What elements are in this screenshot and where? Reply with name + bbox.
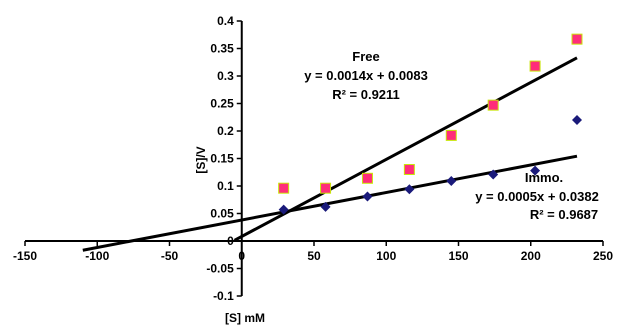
y-tick-label: 0.2 (217, 124, 234, 138)
data-markers (278, 33, 583, 215)
trendlines (82, 56, 578, 252)
x-axis-title: [S] mM (225, 311, 265, 325)
labels: [S] mM [S]/V Free y = 0.0014x + 0.0083 R… (194, 49, 599, 325)
data-point-free (529, 60, 541, 72)
y-tick-label: 0.3 (217, 69, 234, 83)
data-point-free (571, 33, 583, 45)
x-tick-label: -50 (161, 249, 179, 263)
y-tick-label: 0.35 (210, 42, 234, 56)
x-tick-label: 150 (448, 249, 468, 263)
data-point-free (445, 129, 457, 141)
y-tick-label: 0.15 (210, 152, 234, 166)
x-tick-label: 0 (238, 249, 245, 263)
data-point-immo (278, 204, 289, 215)
data-point-free (361, 172, 373, 184)
y-axis-title: [S]/V (194, 146, 208, 173)
x-tick-label: -150 (13, 249, 37, 263)
data-point-free (320, 182, 332, 194)
y-tick-label: 0.1 (217, 179, 234, 193)
x-tick-label: -100 (85, 249, 109, 263)
y-tick-label: 0 (227, 234, 234, 248)
x-tick-label: 100 (376, 249, 396, 263)
y-tick-label: 0.05 (210, 207, 234, 221)
data-point-immo (404, 184, 415, 195)
axes: -150 -100 -50 0 50 100 150 200 250 -0.1 -0.05 0 0.05… (13, 14, 613, 303)
data-point-immo (488, 169, 499, 180)
data-point-immo (571, 115, 582, 125)
y-tick-label: 0.25 (210, 97, 234, 111)
r-squared-immo: R² = 0.9687 (530, 207, 598, 222)
data-point-free (403, 164, 415, 175)
x-tick-label: 250 (593, 249, 613, 263)
equation-immo: y = 0.0005x + 0.0382 (475, 189, 599, 204)
r-squared-free: R² = 0.9211 (332, 87, 400, 102)
x-tick-label: 50 (307, 249, 321, 263)
data-point-immo (362, 191, 373, 202)
y-tick-label: -0.05 (206, 262, 234, 276)
equation-free: y = 0.0014x + 0.0083 (304, 68, 428, 83)
y-tick-label: -0.1 (213, 289, 234, 303)
data-point-immo (320, 201, 331, 212)
x-tick-label: 200 (521, 249, 541, 263)
data-point-free (487, 99, 499, 111)
data-point-free (278, 182, 290, 194)
data-point-immo (446, 176, 457, 187)
y-tick-label: 0.4 (217, 14, 234, 28)
data-point-immo (530, 165, 541, 176)
series-label-free: Free (352, 49, 379, 64)
series-label-immo: Immo. (525, 170, 563, 185)
